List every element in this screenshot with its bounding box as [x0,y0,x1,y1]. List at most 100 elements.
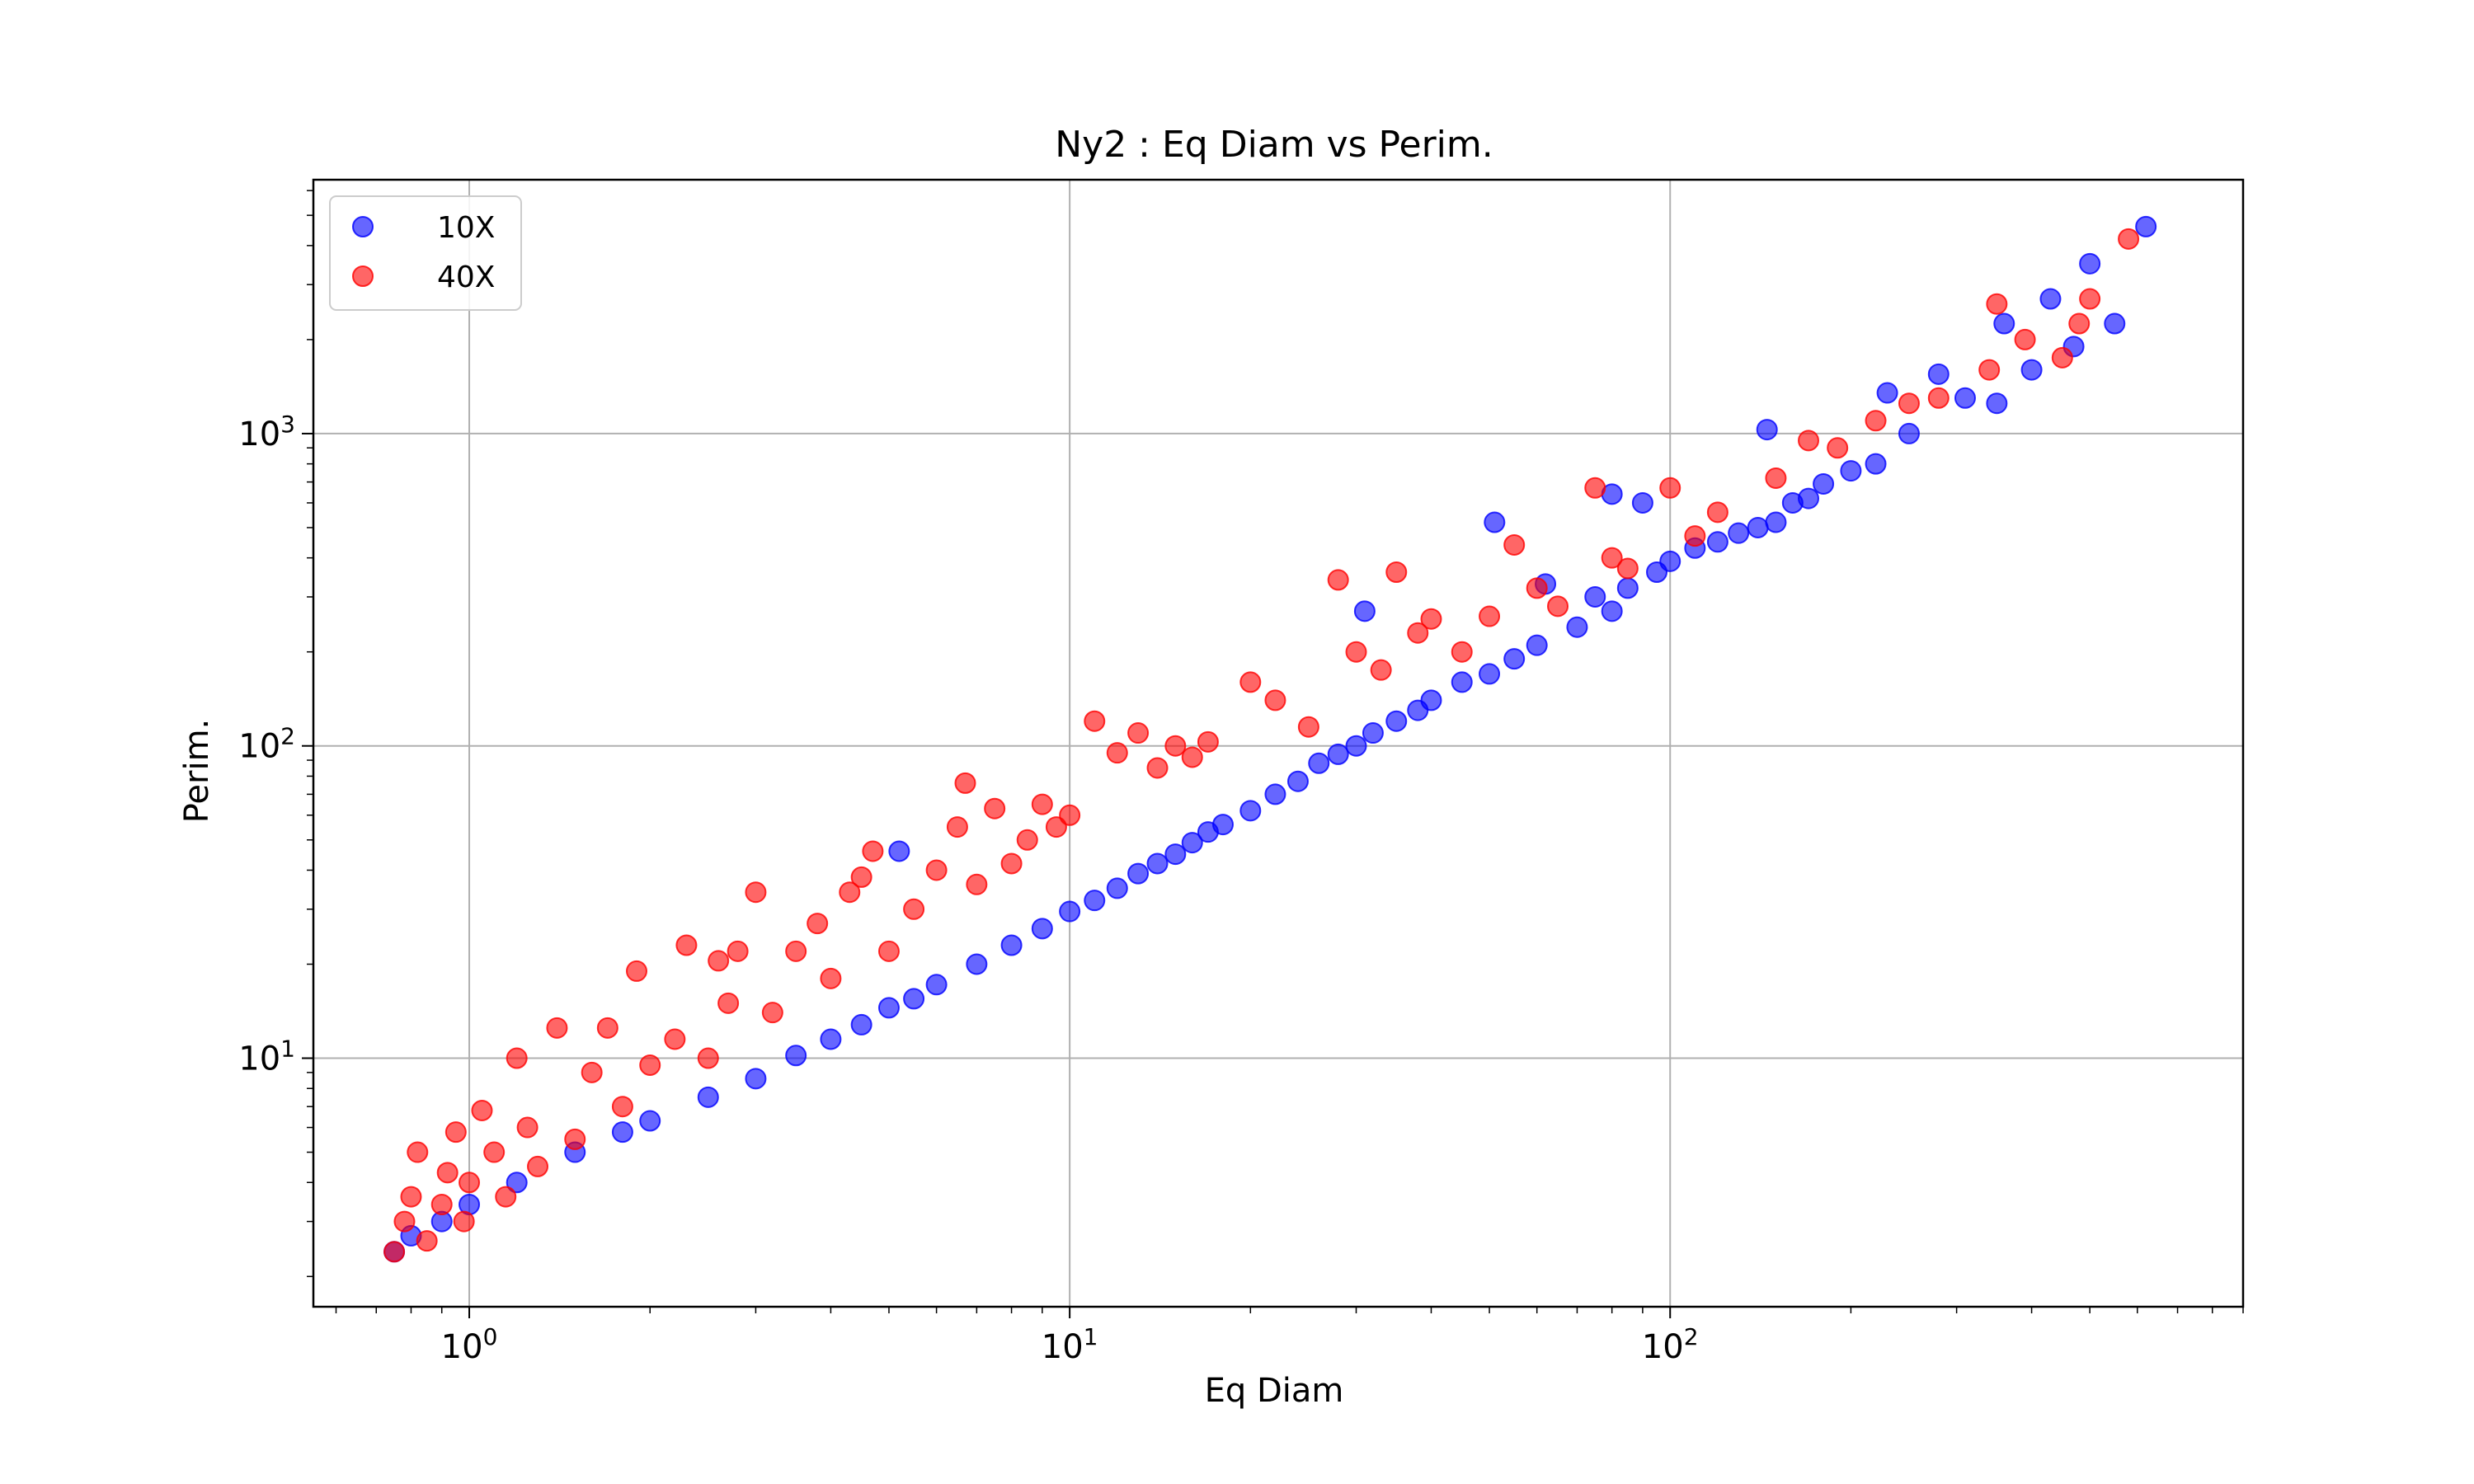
data-point [596,1017,618,1039]
data-point [1865,453,1887,475]
data-point [1239,800,1262,822]
data-point [807,913,829,935]
data-point [1484,511,1506,533]
data-point [1345,735,1367,757]
data-point [877,997,900,1019]
data-point [966,873,988,895]
data-point [888,840,910,862]
data-point [877,940,900,962]
data-point [1059,900,1081,923]
data-point [1031,918,1053,940]
legend-box [329,195,522,311]
data-point [625,960,647,982]
legend-label-10X: 10X [437,211,495,245]
data-point [675,934,698,956]
data-point [1798,430,1820,452]
data-point [664,1028,686,1050]
data-point [444,1121,467,1144]
data-point [1420,689,1442,711]
data-point [2051,346,2073,369]
data-point [1898,422,1920,444]
data-point [1353,600,1376,622]
data-point [407,1141,429,1163]
data-point [1601,547,1623,569]
data-point [1239,671,1262,693]
data-point [1127,862,1150,885]
data-point [1526,577,1548,599]
data-point [1684,525,1706,547]
data-point [1059,804,1081,826]
data-point [1584,477,1606,499]
data-point [483,1141,506,1163]
data-point [1993,312,2015,335]
data-point [1362,722,1384,744]
data-point [2020,359,2043,381]
data-point [1927,387,1950,409]
x-tick-label: 100 [441,1323,498,1366]
data-point [471,1099,493,1121]
data-point [495,1186,517,1208]
data-point [1385,710,1408,732]
data-point [2068,312,2091,335]
data-point [954,772,976,794]
data-point [1547,595,1569,618]
x-axis-label: Eq Diam [1205,1372,1344,1410]
data-point [1164,735,1187,757]
data-point [1451,641,1473,663]
data-point [1016,829,1038,851]
data-point [383,1241,406,1263]
axes-frame [312,178,2245,1308]
data-point [1031,793,1053,815]
data-point [1297,716,1319,738]
data-point [1106,877,1128,899]
data-point [820,967,842,989]
data-point [1747,516,1769,538]
data-point [2104,312,2126,335]
data-point [717,992,740,1014]
legend-marker-40X [352,265,374,287]
data-point [400,1186,422,1208]
data-point [527,1155,549,1177]
data-point [1084,710,1106,732]
data-point [1264,689,1286,711]
data-point [1370,659,1392,681]
data-point [745,1068,767,1090]
data-point [1706,501,1729,524]
data-point [1451,671,1473,693]
data-point [850,866,872,888]
data-point [839,881,861,904]
data-point [1584,585,1606,608]
data-point [1798,487,1820,510]
data-point [1327,569,1349,591]
legend-marker-10X [352,216,374,237]
data-point [1765,467,1787,489]
data-point [1000,852,1023,875]
data-point [2039,288,2062,310]
data-point [1865,410,1887,432]
data-point [761,1002,783,1024]
data-point [1927,363,1950,385]
data-point [1616,577,1639,599]
data-point [393,1210,416,1233]
data-point [697,1086,719,1108]
data-point [1045,816,1067,838]
data-point [1181,746,1203,768]
data-point [453,1210,475,1233]
data-point [946,816,968,838]
data-point [506,1172,528,1194]
data-point [516,1116,539,1139]
data-point [697,1047,719,1069]
data-point [785,940,807,962]
data-point [1164,843,1187,866]
data-point [1659,477,1681,499]
y-axis-label: Perim. [178,719,216,824]
data-point [1420,608,1442,630]
data-point [785,1045,807,1067]
data-point [925,859,948,881]
data-point [966,953,988,975]
x-tick-label: 102 [1642,1323,1699,1366]
x-tick-label: 101 [1042,1323,1098,1366]
data-point [1954,387,1976,409]
